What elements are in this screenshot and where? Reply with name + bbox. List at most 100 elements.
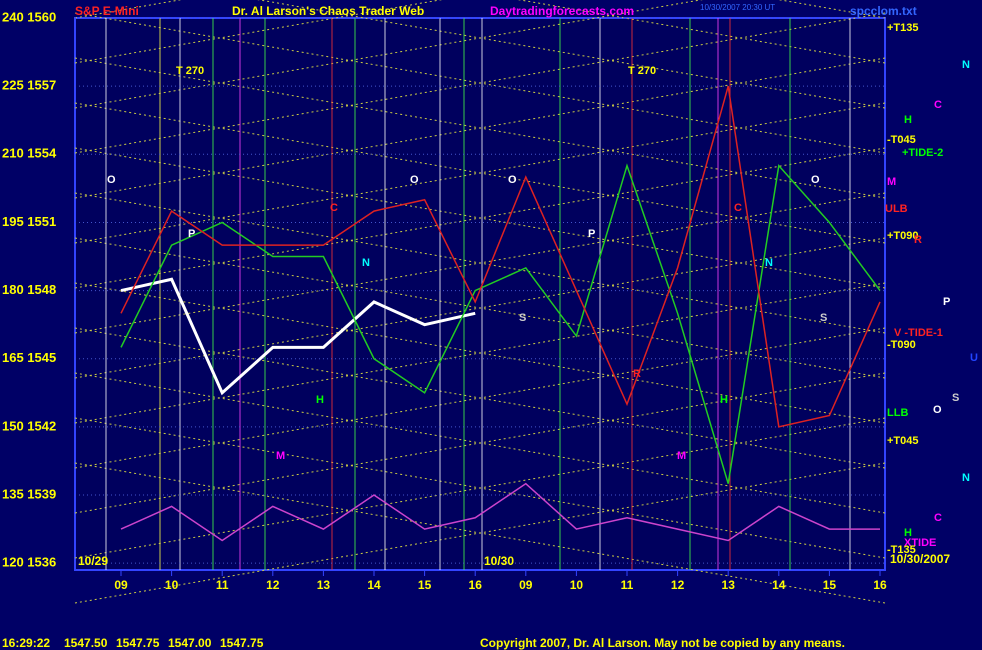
x-tick-label: 15 <box>418 578 432 592</box>
right-label: N <box>962 59 970 71</box>
right-label: H <box>904 527 912 539</box>
trend-line <box>74 282 886 424</box>
right-label: +T135 <box>887 22 919 34</box>
right-label: -T135 <box>887 544 916 556</box>
y-tick-label: 150 1542 <box>2 418 56 433</box>
site: Daytradingforecasts.com <box>490 4 634 18</box>
trend-line <box>517 0 886 64</box>
series-line <box>120 277 476 396</box>
right-label: -T045 <box>887 134 916 146</box>
right-label: N <box>962 472 970 484</box>
annotation: O <box>410 174 419 186</box>
trend-line <box>74 192 886 334</box>
annotation: P <box>188 228 195 240</box>
right-label: R <box>914 234 922 246</box>
footer-time: 16:29:22 <box>2 636 50 650</box>
annotation: C <box>330 202 338 214</box>
right-label: +T090 <box>887 230 919 242</box>
copyright: Copyright 2007, Dr. Al Larson. May not b… <box>480 636 845 650</box>
y-tick-label: 180 1548 <box>2 282 56 297</box>
title: Dr. Al Larson's Chaos Trader Web <box>232 4 424 18</box>
trend-line <box>74 57 886 199</box>
x-tick-label: 11 <box>621 578 634 592</box>
series-line <box>120 163 881 484</box>
date-label: 10/30/2007 <box>890 552 950 566</box>
trend-line <box>74 147 886 289</box>
annotation: C <box>734 202 742 214</box>
x-tick-label: 13 <box>317 578 331 592</box>
x-tick-label: 16 <box>469 578 483 592</box>
x-tick-label: 14 <box>367 578 381 592</box>
annotation: M <box>276 450 285 462</box>
trend-line <box>74 372 886 514</box>
right-label: M <box>887 176 896 188</box>
y-tick-label: 195 1551 <box>2 214 56 229</box>
date-label: 10/30 <box>484 554 514 568</box>
series-line <box>120 85 881 428</box>
quote: 1547.50 <box>64 636 108 650</box>
y-tick-label: 135 1539 <box>2 486 56 501</box>
x-tick-label: 11 <box>216 578 229 592</box>
right-label: ULB <box>885 203 908 215</box>
quote: 1547.75 <box>116 636 160 650</box>
annotation: R <box>633 368 641 380</box>
right-label: V -TIDE-1 <box>894 327 943 339</box>
annotation: O <box>508 174 517 186</box>
trend-line <box>74 12 886 154</box>
y-tick-label: 165 1545 <box>2 350 56 365</box>
right-label: C <box>934 99 942 111</box>
quote: 1547.75 <box>220 636 264 650</box>
file-name: spcclom.txt <box>850 4 917 18</box>
right-label: LLB <box>887 407 908 419</box>
annotation: O <box>811 174 820 186</box>
annotation: P <box>588 228 595 240</box>
y-tick-label: 225 1557 <box>2 78 56 93</box>
right-label: U <box>970 352 978 364</box>
x-tick-label: 09 <box>519 578 533 592</box>
annotation: S <box>519 312 526 324</box>
right-label: S <box>952 392 959 404</box>
timestamp: 10/30/2007 20:30 UT <box>700 3 775 12</box>
annotation: T 270 <box>176 65 204 77</box>
x-tick-label: 13 <box>722 578 736 592</box>
x-tick-label: 09 <box>114 578 128 592</box>
annotation: M <box>677 450 686 462</box>
right-label: XTIDE <box>904 537 936 549</box>
date-label: 10/29 <box>78 554 108 568</box>
x-tick-label: 12 <box>671 578 685 592</box>
annotation: N <box>765 257 773 269</box>
right-label: C <box>934 512 942 524</box>
annotation: N <box>362 257 370 269</box>
x-tick-label: 15 <box>823 578 837 592</box>
y-tick-label: 120 1536 <box>2 555 56 570</box>
x-tick-label: 12 <box>266 578 280 592</box>
annotation: T 270 <box>628 65 656 77</box>
y-tick-label: 210 1554 <box>2 146 57 161</box>
trend-line <box>74 237 886 379</box>
annotation: H <box>316 394 324 406</box>
x-tick-label: 10 <box>570 578 584 592</box>
right-label: H <box>904 114 912 126</box>
trend-line <box>74 327 886 469</box>
y-tick-label: 240 1560 <box>2 9 56 24</box>
series-line <box>120 482 880 542</box>
right-label: O <box>933 404 942 416</box>
trend-line <box>74 417 886 559</box>
trend-line <box>74 102 886 244</box>
annotation: H <box>720 394 728 406</box>
quote: 1547.00 <box>168 636 212 650</box>
decoration <box>74 0 886 604</box>
symbol: S&P E-Mini <box>75 4 139 18</box>
trend-line <box>74 462 886 604</box>
trend-line <box>257 0 886 109</box>
right-label: +TIDE-2 <box>902 147 943 159</box>
x-tick-label: 16 <box>873 578 887 592</box>
annotation: O <box>107 174 116 186</box>
x-tick-label: 10 <box>165 578 179 592</box>
annotation: S <box>820 312 827 324</box>
right-label: P <box>943 296 950 308</box>
x-tick-label: 14 <box>772 578 786 592</box>
right-label: +T045 <box>887 435 919 447</box>
plot-area <box>74 17 886 571</box>
